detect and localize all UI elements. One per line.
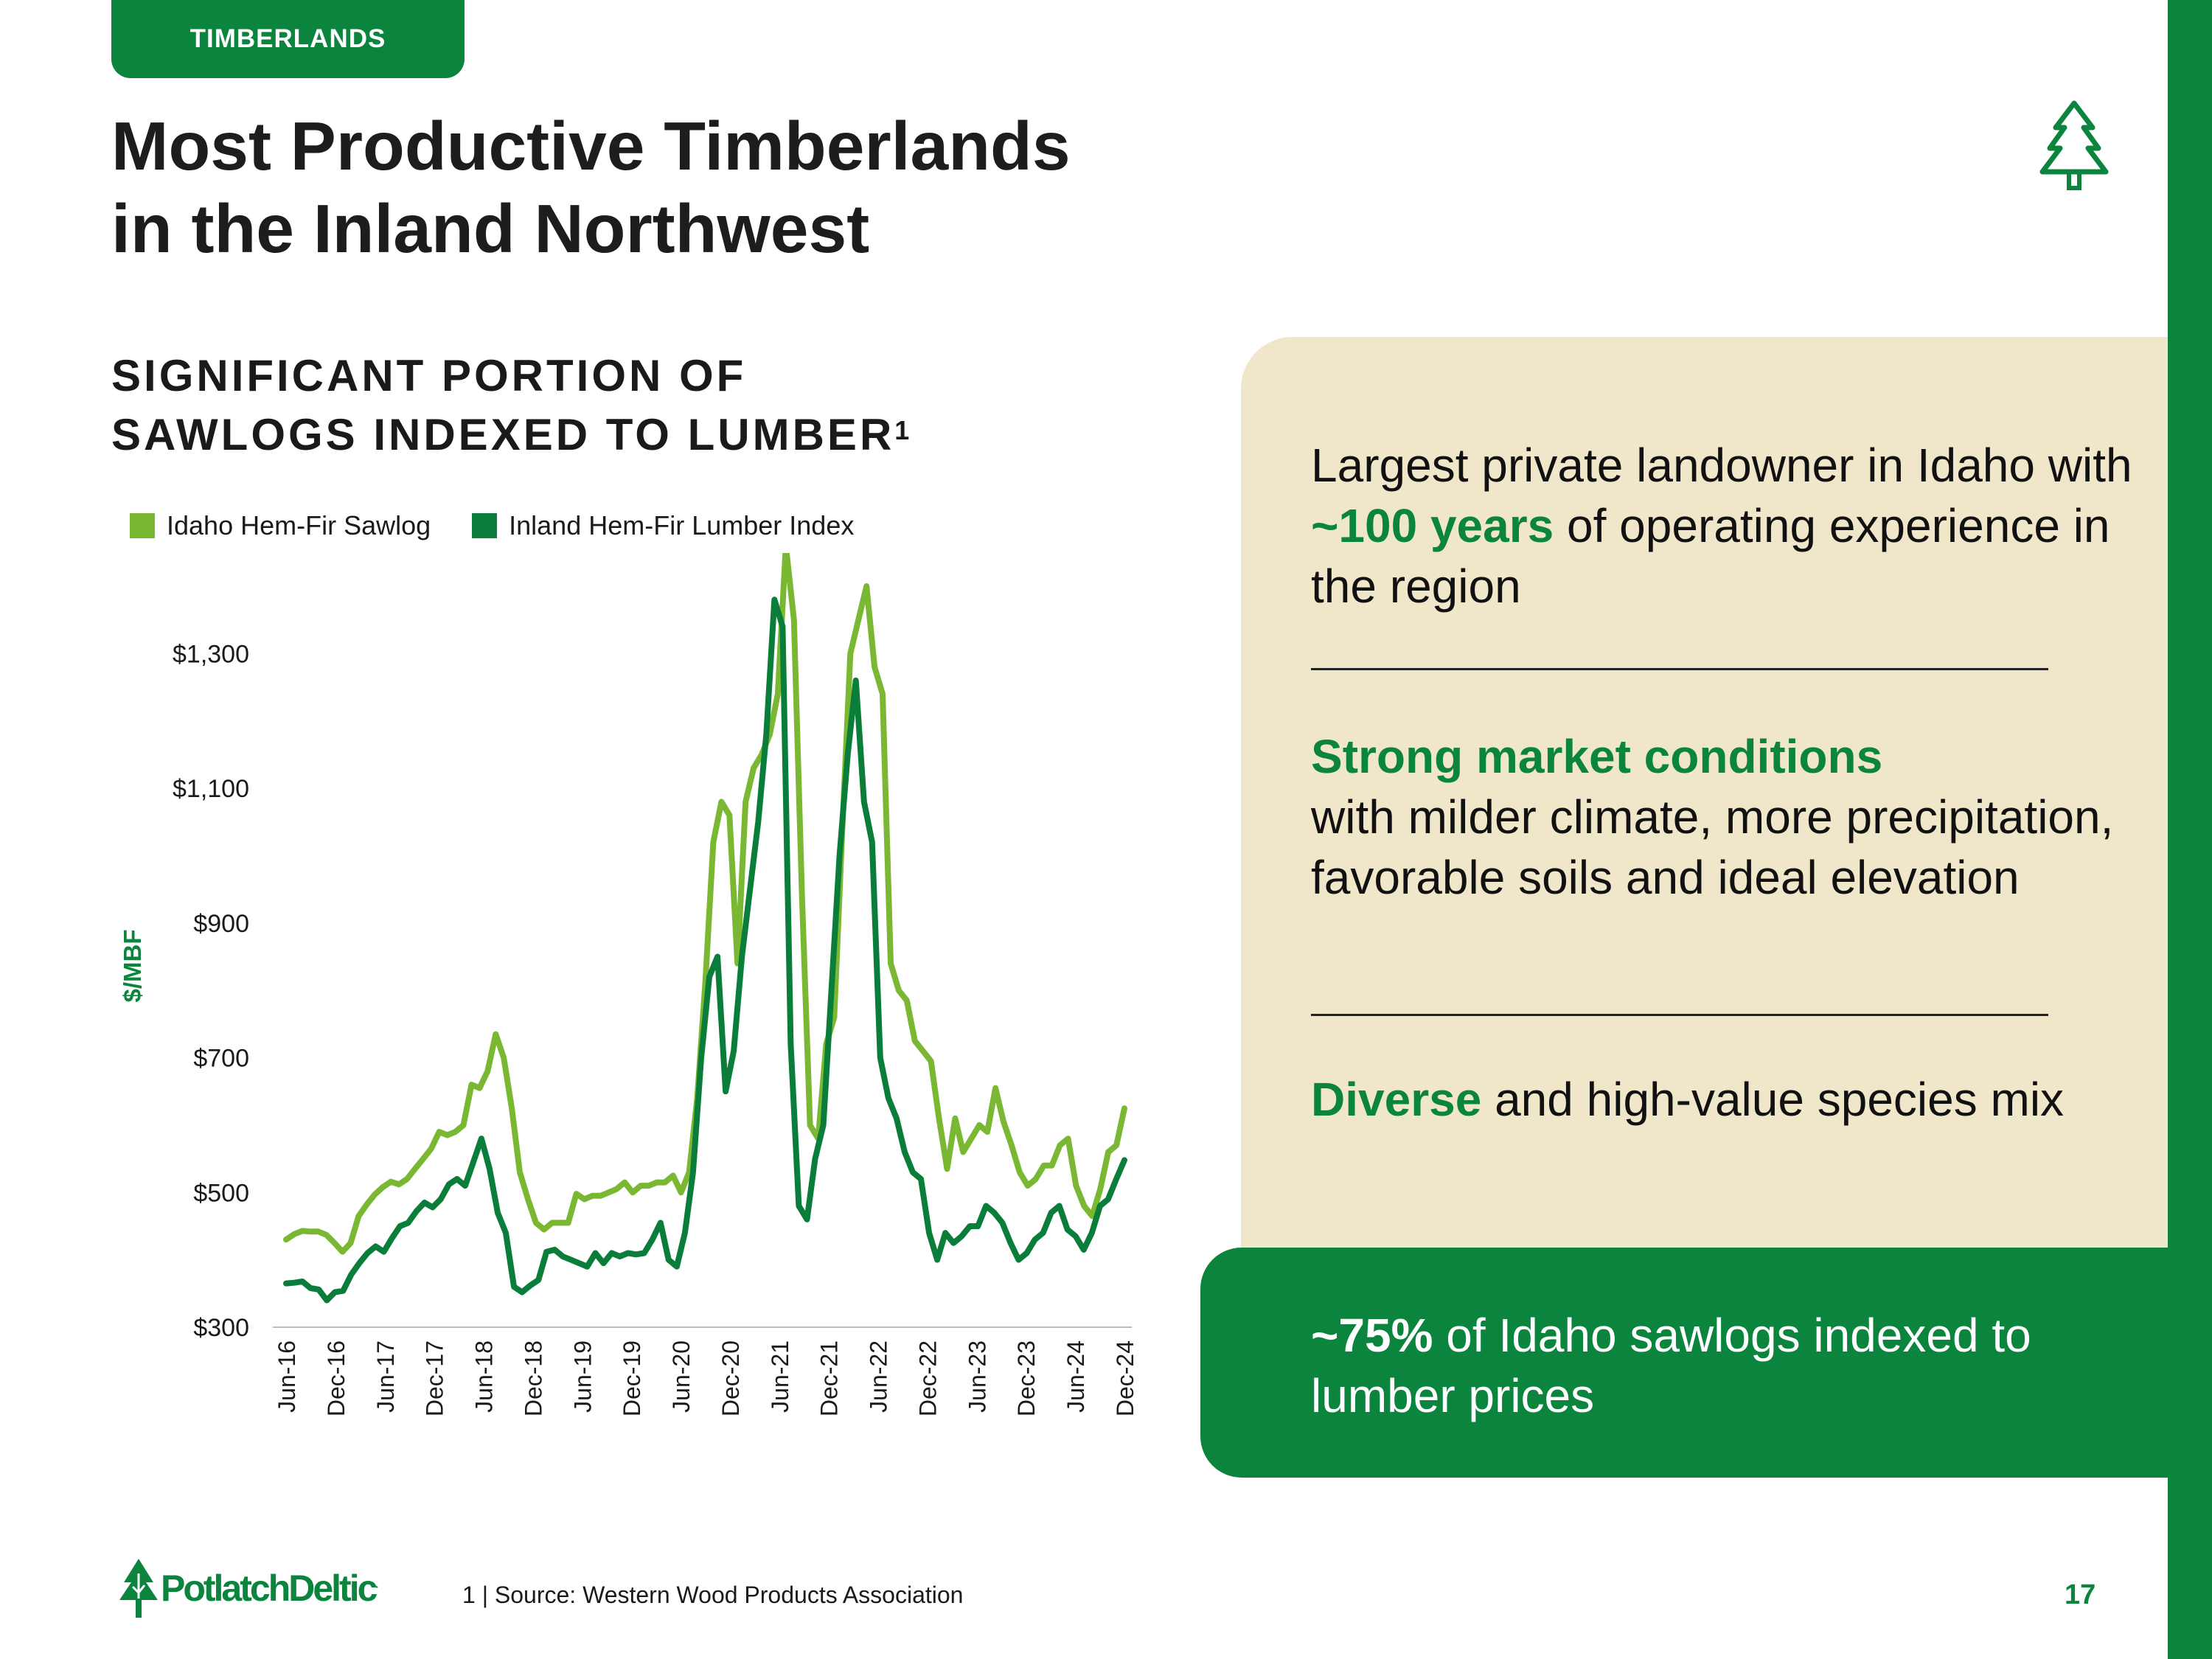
point-indexed: ~75% of Idaho sawlogs indexed to lumber … [1311,1305,2137,1426]
point1-text-end: of operating experience in the region [1311,499,2110,613]
x-tick-label: Jun-24 [1062,1340,1089,1413]
title-line-1: Most Productive Timberlands [111,108,1071,184]
section-tag: TIMBERLANDS [111,0,465,78]
y-tick-label: $700 [193,1045,249,1073]
x-tick-label: Jun-18 [471,1340,498,1413]
series-line-lumber [283,597,1127,1304]
legend-item-sawlog: Idaho Hem-Fir Sawlog [130,510,431,541]
legend-label-sawlog: Idaho Hem-Fir Sawlog [167,510,431,540]
x-tick-label: Jun-19 [569,1340,596,1413]
divider [1311,1014,2048,1016]
source-footnote: 1 | Source: Western Wood Products Associ… [462,1582,964,1608]
logo-wordmark: PotlatchDeltic. [161,1567,378,1610]
legend-item-lumber: Inland Hem-Fir Lumber Index [472,510,854,541]
x-tick-label: Dec-17 [422,1340,448,1416]
y-tick-label: $1,300 [173,640,249,668]
x-tick-label: Jun-16 [274,1340,300,1413]
logo-tree-icon [119,1559,158,1618]
x-tick-label: Dec-21 [816,1340,843,1416]
tree-icon [2039,100,2109,190]
x-tick-label: Dec-23 [1013,1340,1040,1416]
point4-highlight: ~75% [1311,1309,1433,1362]
point2-text: with milder climate, more precipitation,… [1311,790,2114,904]
x-tick-label: Jun-21 [767,1340,793,1413]
x-tick-label: Jun-17 [372,1340,399,1413]
y-axis-label: $/MBF [119,929,146,1003]
y-tick-label: $500 [193,1179,249,1207]
logo-mark: . [375,1578,379,1590]
y-tick-label: $900 [193,910,249,938]
line-chart: $300 $500 $700 $900 $1,100 $1,300 Jun-16 Dec-16… [173,553,1138,1416]
x-tick-label: Jun-20 [668,1340,695,1413]
series-line-sawlog [283,553,1127,1255]
info-card [1241,337,2168,1253]
x-tick-label: Dec-16 [323,1340,349,1416]
point1-highlight: ~100 years [1311,499,1554,552]
point4-text: of Idaho sawlogs indexed to lumber price… [1311,1309,2031,1422]
subtitle-line-1: SIGNIFICANT PORTION OF [111,351,747,400]
point1-text: Largest private landowner in Idaho with [1311,439,2132,492]
point3-text: and high-value species mix [1481,1073,2065,1126]
legend-swatch-lumber [472,513,498,538]
right-accent-bar [2168,0,2212,1659]
logo-text: PotlatchDeltic [161,1568,378,1609]
title-line-2: in the Inland Northwest [111,190,870,267]
legend-label-lumber: Inland Hem-Fir Lumber Index [509,510,855,540]
highlight-card [1200,1248,2168,1478]
x-tick-label: Jun-22 [866,1340,892,1413]
footnote-mark: 1 [894,415,910,445]
x-tick-label: Dec-18 [520,1340,546,1416]
page-title: Most Productive Timberlands in the Inlan… [111,105,1217,270]
x-tick-label: Dec-24 [1112,1340,1138,1416]
point3-highlight: Diverse [1311,1073,1482,1126]
point-species: Diverse and high-value species mix [1311,1069,2137,1130]
chart-legend: Idaho Hem-Fir Sawlog Inland Hem-Fir Lumb… [130,510,895,541]
point-landowner: Largest private landowner in Idaho with … [1311,435,2137,616]
x-tick-label: Jun-23 [964,1340,990,1413]
subtitle-line-2: SAWLOGS INDEXED TO LUMBER [111,410,895,459]
point-market: Strong market conditions with milder clim… [1311,726,2137,908]
x-tick-label: Dec-19 [619,1340,645,1416]
corner-curve [2138,0,2212,88]
page-number: 17 [2065,1579,2096,1610]
divider [1311,668,2048,670]
x-tick-label: Dec-22 [914,1340,941,1416]
chart-subtitle: SIGNIFICANT PORTION OF SAWLOGS INDEXED T… [111,347,1070,465]
company-logo: PotlatchDeltic. [116,1557,378,1619]
point2-highlight: Strong market conditions [1311,730,1883,783]
legend-swatch-sawlog [130,513,155,538]
y-tick-label: $300 [193,1314,249,1342]
x-tick-label: Dec-20 [717,1340,744,1416]
y-tick-label: $1,100 [173,775,249,803]
